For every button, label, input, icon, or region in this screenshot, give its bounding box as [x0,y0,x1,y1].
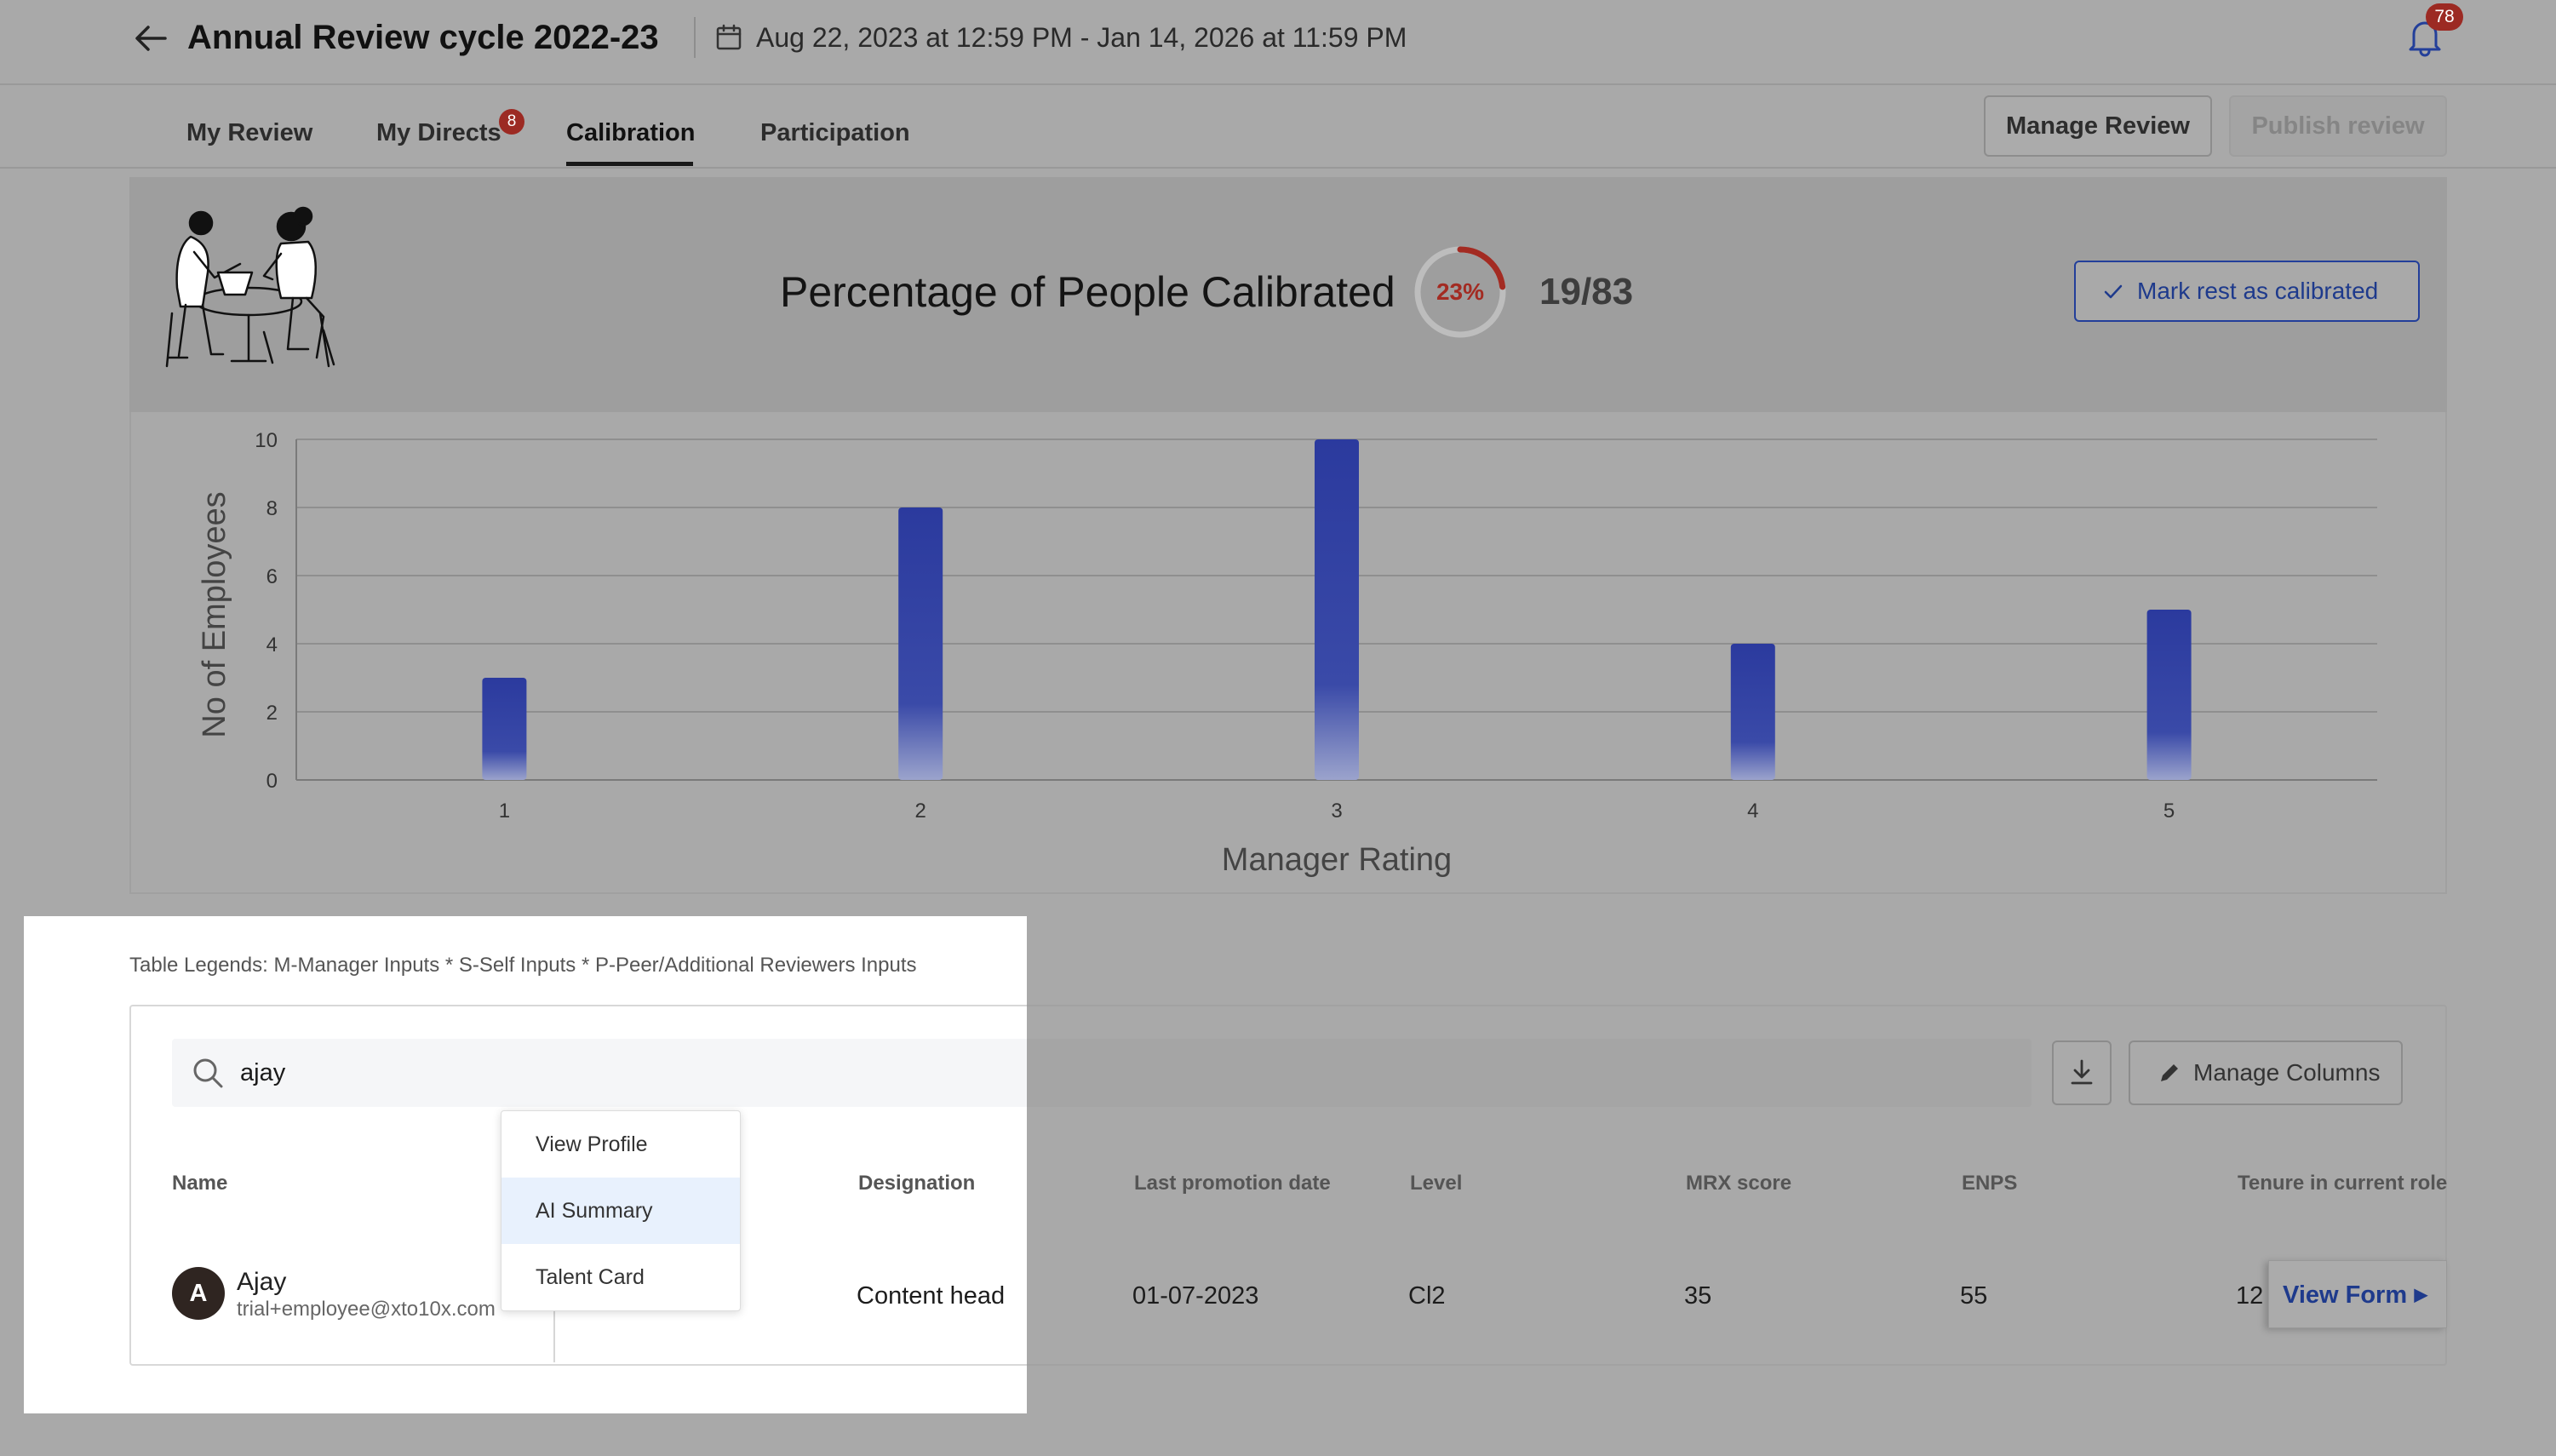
table-legend: Table Legends: M-Manager Inputs * S-Self… [129,954,917,977]
x-axis-label: Manager Rating [1222,842,1452,878]
employee-email: trial+employee@xto10x.com [237,1298,496,1321]
menu-item-ai-summary[interactable]: AI Summary [501,1178,740,1244]
column-header-tenure[interactable]: Tenure in current role [2238,1172,2448,1195]
search-input-dimmed [1027,1039,2032,1107]
header-divider [694,17,696,58]
bar-rating-1[interactable] [482,678,527,780]
y-tick-label: 10 [255,429,278,452]
view-form-label: View Form [2283,1281,2408,1309]
mark-rest-calibrated-button[interactable]: Mark rest as calibrated [2074,261,2420,322]
x-tick-label: 5 [2163,800,2175,823]
x-tick-label: 4 [1747,800,1758,823]
cell-last-promotion: 01-07-2023 [1132,1282,1259,1310]
column-header-designation[interactable]: Designation [858,1172,976,1195]
cell-tenure: 12 [2236,1282,2264,1310]
view-form-button[interactable]: View Form ▶ [2268,1260,2447,1328]
y-tick-label: 0 [266,770,278,793]
download-icon [2071,1059,2093,1085]
search-icon [189,1054,226,1092]
x-tick-label: 2 [915,800,926,823]
calibration-percent: 23% [1436,278,1485,305]
manager-rating-bar-chart: 1 2 3 4 5 0 2 4 6 8 10 No of Employees Manager Ra… [197,429,2377,878]
menu-item-view-profile[interactable]: View Profile [536,1132,648,1156]
cell-enps: 55 [1960,1282,1988,1310]
people-at-table-illustration [153,203,349,378]
calendar-icon [714,22,744,53]
y-tick-label: 4 [266,633,278,656]
download-button[interactable] [2052,1040,2112,1105]
column-header-last-promotion[interactable]: Last promotion date [1134,1172,1331,1195]
active-tab-indicator [566,162,693,166]
x-tick-label: 3 [1331,800,1342,823]
manage-columns-button[interactable]: Manage Columns [2129,1040,2403,1105]
x-tick-label: 1 [499,800,510,823]
column-header-name[interactable]: Name [172,1172,228,1195]
column-header-enps[interactable]: ENPS [1962,1172,2018,1195]
calibrated-count: 19/83 [1539,271,1634,312]
bar-rating-2[interactable] [898,507,943,780]
caret-right-icon: ▶ [2414,1286,2427,1304]
my-directs-count-badge: 8 [499,109,524,135]
bar-rating-4[interactable] [1730,644,1775,780]
y-tick-label: 2 [266,702,278,725]
mark-rest-calibrated-label: Mark rest as calibrated [2137,278,2379,304]
y-axis-label: No of Employees [197,491,232,737]
search-input-value[interactable]: ajay [240,1059,286,1086]
page-title: Annual Review cycle 2022-23 [187,19,659,56]
menu-item-talent-card[interactable]: Talent Card [536,1265,645,1289]
pencil-icon [2161,1064,2178,1081]
cell-designation: Content head [857,1282,1006,1310]
review-date-range: Aug 22, 2023 at 12:59 PM - Jan 14, 2026 … [756,22,1407,53]
avatar: A [172,1267,225,1320]
column-header-mrx-score[interactable]: MRX score [1686,1172,1792,1195]
cell-mrx-score: 35 [1684,1282,1712,1310]
chart-container [129,412,2447,894]
calibrated-percentage-label: Percentage of People Calibrated [780,268,1395,316]
y-tick-label: 8 [266,497,278,520]
column-header-level[interactable]: Level [1410,1172,1463,1195]
page-header [0,0,2556,85]
publish-review-button[interactable]: Publish review [2229,95,2447,157]
manage-columns-label: Manage Columns [2193,1059,2381,1086]
tab-my-directs[interactable]: My Directs [376,119,501,146]
bar-rating-3[interactable] [1315,439,1359,780]
employee-name[interactable]: Ajay [237,1268,287,1296]
y-tick-label: 6 [266,565,278,588]
notification-count-badge: 78 [2426,3,2463,31]
tab-my-review[interactable]: My Review [186,119,313,146]
bar-rating-5[interactable] [2146,610,2192,780]
cell-level: Cl2 [1408,1282,1446,1310]
back-arrow-icon[interactable] [129,17,172,60]
employee-table-dimmed [1027,1005,2447,1366]
calibration-progress-ring [1414,246,1506,338]
check-icon [2104,284,2123,299]
calibration-summary-card [129,177,2447,412]
tab-calibration[interactable]: Calibration [566,119,696,146]
tab-participation[interactable]: Participation [760,119,910,146]
manage-review-button[interactable]: Manage Review [1984,95,2212,157]
